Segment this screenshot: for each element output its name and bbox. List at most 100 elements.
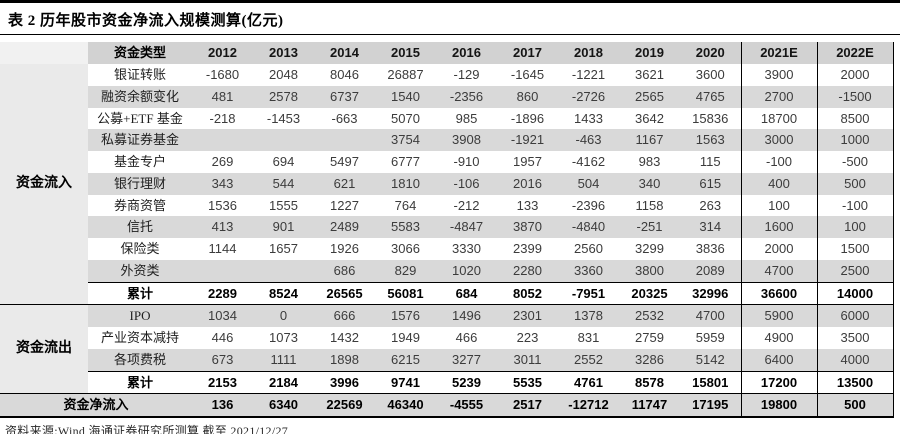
value-cell: 413: [192, 216, 253, 238]
value-cell: 6400: [740, 348, 817, 371]
table-row: 券商资管 1536 1555 1227 764 -212 133 -2396 1158 263 10…: [0, 194, 894, 217]
table-row: 保险类 1144 1657 1926 3066 3330 2399 2560 3299 3836 2…: [0, 238, 894, 260]
value-cell: 46340: [375, 393, 436, 419]
value-cell: 2000: [816, 64, 894, 86]
value-cell: -1221: [558, 64, 619, 86]
value-cell: -100: [740, 151, 817, 173]
value-cell: 1926: [314, 238, 375, 260]
value-cell: -500: [816, 151, 894, 173]
value-cell: 3277: [436, 348, 497, 371]
value-cell: 829: [375, 259, 436, 282]
value-cell: 2517: [497, 393, 558, 419]
value-cell: -1453: [253, 107, 314, 130]
header-year: 2017: [497, 42, 558, 64]
value-cell: 1034: [192, 304, 253, 327]
value-cell: 26887: [375, 64, 436, 86]
header-year: 2016: [436, 42, 497, 64]
value-cell: 481: [192, 85, 253, 108]
value-cell: -4555: [436, 393, 497, 419]
value-cell: 5497: [314, 151, 375, 173]
value-cell: [192, 259, 253, 282]
value-cell: -1500: [816, 85, 894, 108]
value-cell: 6737: [314, 85, 375, 108]
value-cell: 1898: [314, 348, 375, 371]
header-year: 2013: [253, 42, 314, 64]
row-label: 信托: [88, 216, 192, 238]
value-cell: 3299: [619, 238, 680, 260]
value-cell: 5070: [375, 107, 436, 130]
value-cell: 504: [558, 172, 619, 195]
value-cell: -12712: [558, 393, 619, 419]
value-cell: 1167: [619, 129, 680, 151]
value-cell: 19800: [740, 393, 817, 419]
value-cell: 3011: [497, 348, 558, 371]
title-rule-divider: [0, 34, 900, 35]
value-cell: 4900: [740, 327, 817, 349]
value-cell: 1600: [740, 216, 817, 238]
table-row: 各项费税 673 1111 1898 6215 3277 3011 2552 3286 5142 6…: [0, 348, 894, 371]
row-label: 保险类: [88, 238, 192, 260]
value-cell: 621: [314, 172, 375, 195]
value-cell: 20325: [619, 281, 680, 305]
value-cell: 1433: [558, 107, 619, 130]
top-rule-divider: [0, 0, 900, 3]
table-body: 资金流入 银证转账 -1680 2048 8046 26887 -129 -1645 -1221…: [0, 64, 894, 419]
value-cell: 1957: [497, 151, 558, 173]
table-row: 产业资本减持 446 1073 1432 1949 466 223 831 2759 5959 49…: [0, 327, 894, 349]
value-cell: 3066: [375, 238, 436, 260]
value-cell: 1496: [436, 304, 497, 327]
value-cell: 2301: [497, 304, 558, 327]
value-cell: 1657: [253, 238, 314, 260]
value-cell: 343: [192, 172, 253, 195]
value-cell: 2399: [497, 238, 558, 260]
header-year: 2018: [558, 42, 619, 64]
table-row: 累计 2289 8524 26565 56081 684 8052 -7951 20325 329…: [0, 281, 894, 305]
value-cell: 100: [816, 216, 894, 238]
value-cell: -218: [192, 107, 253, 130]
value-cell: 17195: [680, 393, 741, 419]
value-cell: 1810: [375, 172, 436, 195]
value-cell: 446: [192, 327, 253, 349]
value-cell: 901: [253, 216, 314, 238]
value-cell: 2500: [816, 259, 894, 282]
value-cell: 2089: [680, 259, 741, 282]
value-cell: 2565: [619, 85, 680, 108]
header-year: 2021E: [740, 42, 817, 64]
row-label: 基金专户: [88, 151, 192, 173]
value-cell: 3908: [436, 129, 497, 151]
value-cell: -251: [619, 216, 680, 238]
value-cell: -212: [436, 194, 497, 217]
value-cell: 5959: [680, 327, 741, 349]
value-cell: 2000: [740, 238, 817, 260]
value-cell: 0: [253, 304, 314, 327]
value-cell: -2396: [558, 194, 619, 217]
value-cell: 14000: [816, 281, 894, 305]
value-cell: -663: [314, 107, 375, 130]
capital-flow-table: 资金类型 2012 2013 2014 2015 2016 2017 2018 2019 2020…: [0, 42, 894, 419]
row-label: 累计: [88, 370, 192, 394]
value-cell: 8578: [619, 370, 680, 394]
table-row: 基金专户 269 694 5497 6777 -910 1957 -4162 983 115 -10…: [0, 151, 894, 173]
value-cell: [253, 129, 314, 151]
value-cell: 136: [192, 393, 253, 419]
header-row: 资金类型 2012 2013 2014 2015 2016 2017 2018 2019 2020…: [0, 42, 894, 64]
value-cell: -1680: [192, 64, 253, 86]
value-cell: -4847: [436, 216, 497, 238]
value-cell: 1227: [314, 194, 375, 217]
value-cell: 3900: [740, 64, 817, 86]
value-cell: 100: [740, 194, 817, 217]
value-cell: 2489: [314, 216, 375, 238]
value-cell: -1645: [497, 64, 558, 86]
value-cell: 544: [253, 172, 314, 195]
source-note: 资料来源:Wind,海通证券研究所测算,截至 2021/12/27: [5, 424, 289, 434]
value-cell: 11747: [619, 393, 680, 419]
value-cell: 5583: [375, 216, 436, 238]
value-cell: 1144: [192, 238, 253, 260]
value-cell: 1500: [816, 238, 894, 260]
value-cell: 3360: [558, 259, 619, 282]
value-cell: 17200: [740, 370, 817, 394]
value-cell: 764: [375, 194, 436, 217]
value-cell: 115: [680, 151, 741, 173]
value-cell: 2578: [253, 85, 314, 108]
value-cell: 4700: [740, 259, 817, 282]
